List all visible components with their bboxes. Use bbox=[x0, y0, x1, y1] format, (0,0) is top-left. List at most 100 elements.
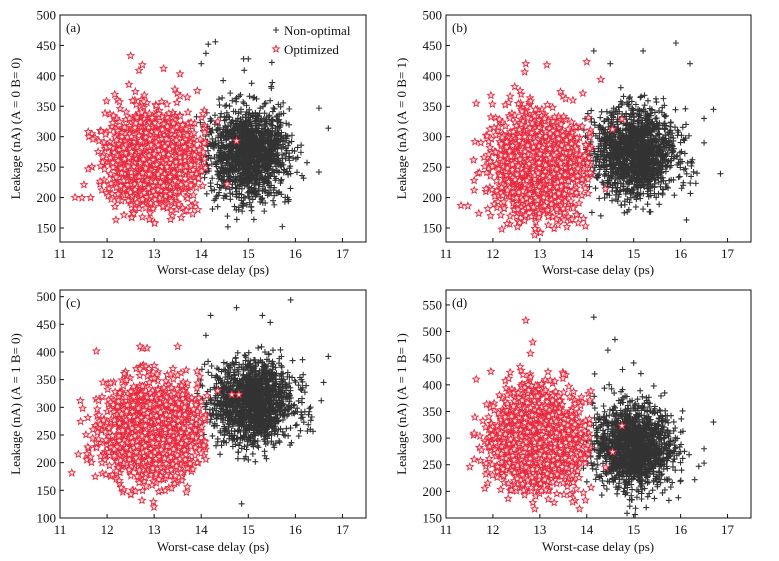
non-optimal-point bbox=[209, 135, 216, 142]
non-optimal-point bbox=[261, 161, 268, 168]
optimized-point bbox=[188, 190, 199, 200]
non-optimal-point bbox=[688, 163, 695, 170]
optimized-point bbox=[153, 169, 163, 179]
non-optimal-point bbox=[216, 147, 223, 154]
non-optimal-point bbox=[315, 105, 322, 112]
non-optimal-point bbox=[644, 201, 651, 208]
non-optimal-point bbox=[240, 99, 247, 106]
optimized-point bbox=[98, 152, 108, 161]
optimized-point bbox=[197, 166, 207, 175]
non-optimal-point bbox=[627, 94, 634, 101]
non-optimal-point bbox=[252, 120, 259, 127]
optimized-point bbox=[186, 160, 196, 169]
non-optimal-point bbox=[631, 194, 638, 201]
non-optimal-point bbox=[598, 108, 605, 115]
non-optimal-point bbox=[254, 128, 261, 135]
non-optimal-point bbox=[265, 137, 272, 144]
non-optimal-point bbox=[596, 195, 603, 202]
non-optimal-point bbox=[252, 139, 259, 146]
non-optimal-point bbox=[215, 134, 222, 141]
non-optimal-point bbox=[235, 125, 242, 132]
optimized-point bbox=[144, 150, 154, 160]
non-optimal-point bbox=[235, 93, 242, 100]
non-optimal-point bbox=[710, 106, 717, 113]
non-optimal-point bbox=[219, 94, 226, 101]
optimized-point bbox=[70, 192, 80, 202]
non-optimal-point bbox=[234, 173, 241, 180]
non-optimal-point bbox=[224, 157, 231, 164]
optimized-point bbox=[122, 180, 132, 189]
non-optimal-point bbox=[233, 188, 240, 195]
optimized-point bbox=[143, 122, 153, 132]
non-optimal-point bbox=[215, 140, 222, 147]
non-optimal-point bbox=[237, 108, 244, 115]
non-optimal-series bbox=[580, 39, 724, 223]
optimized-point bbox=[83, 164, 93, 173]
non-optimal-point bbox=[259, 183, 266, 190]
optimized-point bbox=[150, 194, 160, 204]
scatter-panel-a: 11 12 13 14 15 16 17150200250300350400450500Wo… bbox=[8, 8, 367, 277]
non-optimal-point bbox=[262, 100, 269, 107]
non-optimal-point bbox=[666, 177, 673, 184]
non-optimal-point bbox=[678, 185, 685, 192]
non-optimal-point bbox=[198, 60, 205, 67]
optimized-point bbox=[170, 186, 181, 196]
optimized-point bbox=[181, 179, 191, 188]
legend-entry: Non-optimal bbox=[284, 23, 351, 38]
optimized-point bbox=[139, 96, 149, 106]
non-optimal-point bbox=[268, 83, 275, 90]
non-optimal-point bbox=[618, 154, 625, 161]
optimized-point bbox=[139, 90, 149, 100]
non-optimal-point bbox=[298, 142, 305, 149]
non-optimal-point bbox=[678, 148, 685, 155]
non-optimal-point bbox=[281, 198, 288, 205]
non-optimal-point bbox=[234, 115, 241, 122]
optimized-point bbox=[151, 101, 161, 110]
optimized-point bbox=[165, 172, 175, 181]
non-optimal-point bbox=[246, 173, 253, 180]
non-optimal-point bbox=[224, 127, 231, 134]
non-optimal-point bbox=[270, 104, 277, 111]
non-optimal-point bbox=[599, 179, 606, 186]
non-optimal-point bbox=[259, 199, 266, 206]
non-optimal-point bbox=[656, 201, 663, 208]
non-optimal-point bbox=[213, 163, 220, 170]
optimized-point bbox=[108, 158, 118, 167]
non-optimal-point bbox=[660, 95, 667, 102]
non-optimal-point bbox=[298, 172, 305, 179]
non-optimal-point bbox=[218, 182, 225, 189]
optimized-point bbox=[119, 210, 129, 219]
non-optimal-point bbox=[279, 223, 286, 230]
optimized-point bbox=[175, 111, 185, 120]
non-optimal-point bbox=[229, 178, 236, 185]
non-optimal-point bbox=[241, 67, 248, 74]
optimized-series bbox=[70, 51, 242, 228]
optimized-point bbox=[188, 165, 198, 174]
optimized-point bbox=[135, 179, 145, 188]
non-optimal-point bbox=[240, 200, 247, 207]
optimized-point bbox=[137, 60, 147, 69]
optimized-point bbox=[154, 145, 164, 155]
non-optimal-point bbox=[208, 117, 215, 124]
non-optimal-point bbox=[276, 116, 283, 123]
y-tick-label: 250 bbox=[37, 160, 57, 175]
non-optimal-point bbox=[276, 159, 283, 166]
non-optimal-point bbox=[239, 208, 246, 215]
non-optimal-point bbox=[277, 121, 284, 128]
optimized-point bbox=[271, 44, 281, 53]
non-optimal-point bbox=[227, 122, 234, 129]
non-optimal-point bbox=[660, 186, 667, 193]
non-optimal-point bbox=[609, 197, 616, 204]
optimized-point bbox=[182, 92, 192, 102]
optimized-point bbox=[180, 151, 190, 161]
non-optimal-point bbox=[303, 159, 310, 166]
non-optimal-point bbox=[657, 183, 664, 190]
non-optimal-point bbox=[590, 47, 597, 54]
legend-entry: Optimized bbox=[284, 42, 339, 57]
optimized-point bbox=[100, 164, 110, 174]
non-optimal-point bbox=[212, 38, 219, 45]
optimized-point bbox=[150, 177, 160, 186]
non-optimal-point bbox=[264, 167, 271, 174]
non-optimal-point bbox=[264, 134, 271, 141]
non-optimal-point bbox=[632, 101, 639, 108]
